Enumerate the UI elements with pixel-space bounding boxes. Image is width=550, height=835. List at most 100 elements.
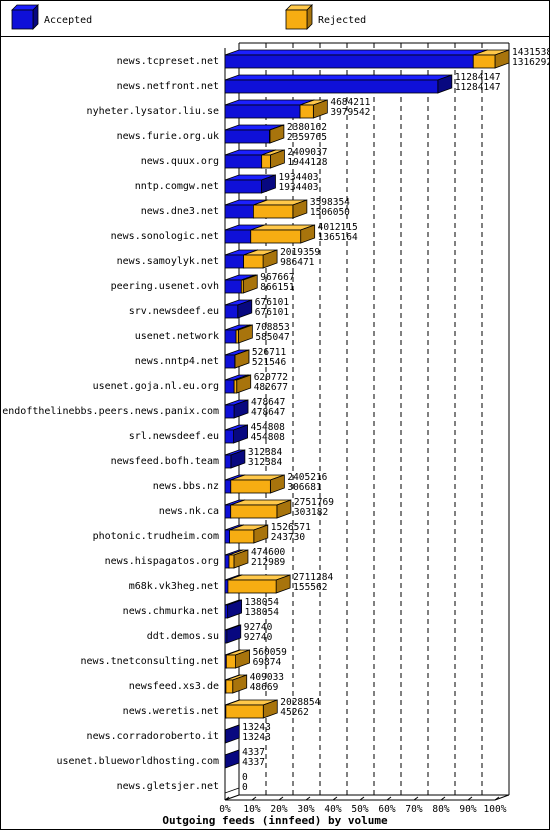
bar-accepted (225, 405, 234, 418)
category-label: news.sonologic.net (111, 231, 219, 242)
bar-accepted (225, 605, 228, 618)
bar-accepted-top (225, 100, 314, 105)
value-label-accepted: 482677 (254, 382, 288, 393)
bar-accepted (225, 130, 270, 143)
category-label: news.samoylyk.net (117, 256, 219, 267)
bar-accepted (225, 380, 234, 393)
x-tick-label-7: 70% (405, 804, 422, 815)
category-label: news.corradoroberto.it (87, 731, 219, 742)
bar-rejected (244, 255, 263, 268)
value-label-accepted: 306681 (287, 482, 322, 493)
bar-rejected (228, 580, 276, 593)
bar-accepted-top (225, 75, 452, 80)
bar-rejected (473, 55, 495, 68)
bar-rejected (253, 205, 292, 218)
bar-rejected (231, 480, 271, 493)
bar-rejected (226, 655, 235, 668)
floor-right-edge (495, 795, 509, 800)
value-label-accepted: 986471 (280, 257, 315, 268)
bar-rejected (236, 330, 238, 343)
bar-rejected (300, 105, 313, 118)
legend-label-accepted: Accepted (44, 15, 92, 26)
x-tick-label-8: 80% (432, 804, 449, 815)
value-label-accepted: 243730 (271, 532, 306, 543)
category-label: news.nk.ca (159, 506, 219, 517)
bar-rejected (234, 380, 237, 393)
bar-accepted-side (228, 600, 242, 618)
category-label: news.dne3.net (141, 206, 219, 217)
bar-accepted (225, 505, 231, 518)
bar-rejected (251, 230, 301, 243)
category-label: nyheter.lysator.liu.se (87, 106, 219, 117)
bar-accepted (225, 555, 229, 568)
category-label: news.tcpreset.net (117, 56, 219, 67)
category-label: newsfeed.xs3.de (129, 681, 219, 692)
value-label-accepted: 4337 (242, 757, 265, 768)
category-label: usenet.blueworldhosting.com (56, 756, 219, 767)
bar-rejected (262, 155, 271, 168)
bar-accepted (225, 530, 230, 543)
category-label: news.netfront.net (117, 81, 219, 92)
x-tick-label-10: 100% (484, 804, 507, 815)
category-label: news.gletsjer.net (117, 781, 219, 792)
bar-accepted (225, 455, 231, 468)
legend-swatch-rejected (286, 10, 307, 29)
category-label: ddt.demos.su (147, 631, 219, 642)
category-label: news.hispagatos.org (105, 556, 219, 567)
bar-accepted (225, 480, 231, 493)
floor-left-edge (225, 795, 239, 800)
bar-accepted (225, 330, 236, 343)
category-label: news.chmurka.net (123, 606, 219, 617)
value-label-accepted: 866151 (260, 282, 295, 293)
category-label: srl.newsdeef.eu (129, 431, 219, 442)
bar-accepted-top (225, 50, 487, 55)
value-label-accepted: 13162926 (512, 57, 550, 68)
value-label-accepted: 48669 (250, 682, 279, 693)
value-label-accepted: 0 (242, 782, 248, 793)
value-label-accepted: 13243 (242, 732, 271, 743)
value-label-accepted: 2359765 (287, 132, 327, 143)
category-label: endofthelinebbs.peers.news.panix.com (2, 406, 219, 417)
value-label-accepted: 11284147 (455, 82, 501, 93)
bar-accepted-side (225, 750, 239, 768)
category-label: news.bbs.nz (153, 481, 219, 492)
value-label-accepted: 155562 (293, 582, 327, 593)
value-label-accepted: 303182 (294, 507, 328, 518)
bar-accepted (225, 580, 228, 593)
bar-rejected (241, 280, 243, 293)
value-label-accepted: 312384 (248, 457, 283, 468)
value-label-accepted: 138054 (245, 607, 280, 618)
bar-accepted (225, 430, 234, 443)
category-label: news.nntp4.net (135, 356, 219, 367)
value-label-accepted: 92740 (244, 632, 273, 643)
value-label-accepted: 676101 (255, 307, 290, 318)
bar-accepted (225, 255, 244, 268)
x-tick-label-9: 90% (459, 804, 476, 815)
category-label: peering.usenet.ovh (111, 281, 219, 292)
category-label: usenet.network (135, 331, 219, 342)
legend-swatch-accepted (12, 10, 33, 29)
category-label: m68k.vk3heg.net (129, 581, 219, 592)
bar-rejected (229, 555, 234, 568)
bar-rejected (231, 505, 277, 518)
legend-label-rejected: Rejected (318, 15, 366, 26)
category-label: newsfeed.bofh.team (111, 456, 219, 467)
bar-accepted (225, 355, 235, 368)
value-label-accepted: 69874 (253, 657, 282, 668)
category-label: news.quux.org (141, 156, 219, 167)
value-label-accepted: 478647 (251, 407, 285, 418)
bar-accepted (225, 55, 473, 68)
value-label-accepted: 212989 (251, 557, 286, 568)
category-label: news.furie.org.uk (117, 131, 219, 142)
bar-accepted (225, 155, 262, 168)
bar-rejected (230, 530, 254, 543)
value-label-accepted: 3979542 (330, 107, 370, 118)
bar-accepted (225, 230, 251, 243)
x-axis-title: Outgoing feeds (innfeed) by volume (162, 814, 388, 827)
category-label: news.weretis.net (123, 706, 219, 717)
bar-accepted (225, 105, 300, 118)
value-label-accepted: 1365164 (318, 232, 358, 243)
value-label-accepted: 521546 (252, 357, 287, 368)
value-label-accepted: 585047 (255, 332, 289, 343)
